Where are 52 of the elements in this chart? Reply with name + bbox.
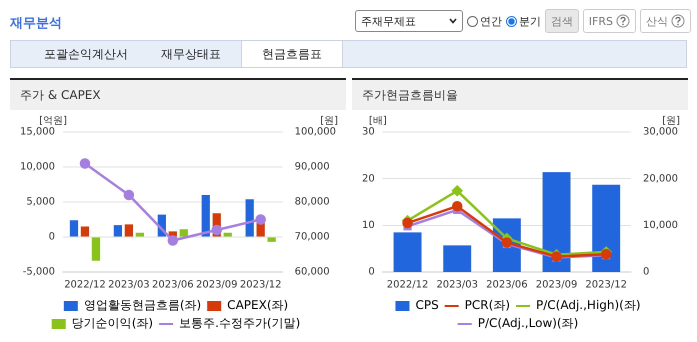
text: 현금흐름표 bbox=[241, 41, 343, 67]
y-tick-label: 10 bbox=[362, 220, 375, 231]
chart-title: 주가 & CAPEX bbox=[10, 80, 346, 110]
y2-tick-label: 90,000 bbox=[294, 162, 330, 173]
y2-tick-label: 20,000 bbox=[643, 173, 678, 184]
y-tick-label: 20 bbox=[362, 173, 375, 184]
text: 포괄손익계산서 bbox=[43, 46, 129, 63]
text: 재무분석 bbox=[10, 15, 62, 32]
y2-axis-title: [원] bbox=[320, 116, 338, 127]
y-tick-label: 30 bbox=[362, 126, 375, 138]
legend-label: 영업활동현금흐름(좌) bbox=[84, 298, 202, 312]
y-tick-label: 0 bbox=[48, 232, 55, 243]
y2-tick-label: 10,000 bbox=[643, 220, 678, 231]
text: 주재무제표 bbox=[360, 14, 416, 28]
x-tick-label: 2023/09 bbox=[196, 280, 238, 291]
y-tick-label: 15,000 bbox=[20, 126, 55, 138]
x-tick-label: 2023/06 bbox=[152, 280, 194, 291]
text: 재무상태표 bbox=[160, 46, 222, 63]
x-tick-label: 2022/12 bbox=[386, 280, 428, 291]
y2-tick-label: 60,000 bbox=[294, 266, 330, 278]
y-axis-title: [배] bbox=[368, 116, 387, 127]
text: 검색 bbox=[544, 9, 579, 33]
x-tick-label: 2023/12 bbox=[585, 280, 627, 291]
text: 산식 bbox=[640, 9, 691, 33]
y2-tick-label: 0 bbox=[643, 266, 650, 278]
x-tick-label: 2023/12 bbox=[240, 280, 282, 291]
chart-title: 주가현금흐름비율 bbox=[352, 80, 688, 110]
x-tick-label: 2023/03 bbox=[436, 280, 478, 291]
text: 연간 bbox=[480, 14, 502, 28]
x-tick-label: 2023/09 bbox=[536, 280, 578, 291]
x-tick-label: 2022/12 bbox=[64, 280, 106, 291]
y2-axis-title: [원] bbox=[662, 116, 680, 127]
x-tick-label: 2023/03 bbox=[108, 280, 150, 291]
text: IFRS bbox=[582, 9, 636, 33]
y2-tick-label: 100,000 bbox=[294, 126, 336, 138]
y-tick-label: 0 bbox=[368, 266, 375, 278]
y2-tick-label: 70,000 bbox=[294, 232, 330, 243]
legend-label: P/C(Adj.,Low)(좌) bbox=[478, 316, 578, 330]
y-axis-title: [억원] bbox=[39, 116, 68, 127]
legend-label: 당기순이익(좌) bbox=[72, 316, 154, 330]
y2-tick-label: 80,000 bbox=[294, 196, 330, 208]
text: 분기 bbox=[518, 14, 541, 28]
y-tick-label: 5,000 bbox=[26, 196, 55, 208]
legend-label: CAPEX(좌) bbox=[227, 298, 288, 312]
legend-label: 보통주.수정주가(기말) bbox=[179, 316, 300, 330]
x-tick-label: 2023/06 bbox=[486, 280, 528, 291]
y-tick-label: -5,000 bbox=[22, 266, 55, 278]
legend-label: CPS bbox=[415, 298, 439, 312]
legend-label: PCR(좌) bbox=[464, 298, 510, 312]
legend-label: P/C(Adj.,High)(좌) bbox=[536, 298, 641, 312]
y2-tick-label: 30,000 bbox=[643, 126, 678, 138]
y-tick-label: 10,000 bbox=[20, 162, 55, 173]
